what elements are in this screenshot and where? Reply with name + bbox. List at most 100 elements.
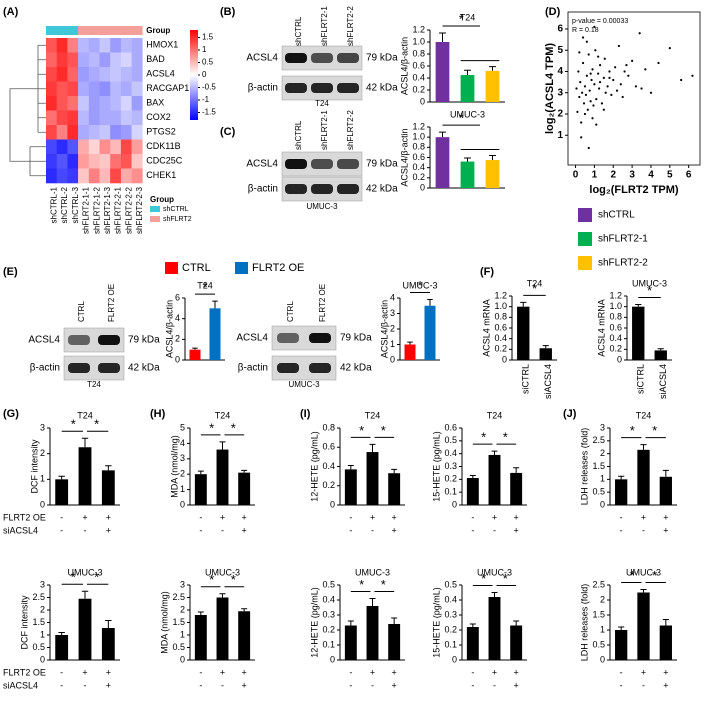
y-tick-label: 2.5 (592, 579, 605, 589)
panel-label: (G) (3, 408, 19, 420)
condition-sign: - (199, 667, 202, 677)
bar (404, 344, 416, 360)
y-tick-label: 0.2 (412, 84, 425, 94)
condition-sign: + (106, 680, 111, 690)
error-bar (640, 589, 647, 593)
point (576, 110, 579, 113)
heatmap-cell (56, 96, 68, 111)
row-label: BAX (146, 98, 164, 108)
panel-label: (J) (563, 408, 577, 420)
y-tick-label: 1.2 (412, 24, 425, 34)
significance-star: * (503, 430, 508, 445)
y-tick-label: 0.3 (444, 461, 457, 471)
y-tick-label: 0.5 (592, 487, 605, 497)
point (595, 123, 598, 126)
blot-band (285, 159, 307, 169)
blot-lane-label: shFLRT2-1 (320, 110, 329, 150)
chart-title: UMUC-3 (403, 280, 438, 290)
heatmap-cell (120, 67, 132, 82)
point (604, 91, 607, 94)
point (591, 68, 594, 71)
colorbar (190, 30, 198, 120)
condition-sign: + (82, 512, 87, 522)
y-tick-label: 2 (180, 469, 185, 479)
significance-star: * (71, 417, 76, 432)
y-tick-label: 0 (452, 654, 457, 664)
point (600, 102, 604, 105)
heatmap-cell (88, 67, 100, 82)
chart-title: UMUC-3 (477, 567, 512, 577)
error-bar (105, 620, 112, 628)
annotation: R = 0.18 (572, 27, 599, 34)
y-tick-label: 0.4 (412, 162, 425, 172)
significance-star: * (630, 568, 635, 583)
error-bar (662, 469, 669, 477)
heatmap-cell (78, 52, 90, 68)
blot-band (98, 335, 120, 345)
row-label: COX2 (146, 112, 171, 122)
y-tick-label: 0.8 (322, 422, 335, 432)
bar (659, 476, 672, 505)
error-bar (219, 593, 226, 598)
row-label: BAD (146, 54, 165, 64)
blot-lane-label: CTRL (286, 301, 295, 322)
chart-title: UMUC-3 (632, 278, 667, 288)
y-tick-label: 0.5 (172, 642, 185, 652)
bar (517, 306, 530, 360)
heatmap-cell (67, 110, 79, 126)
error-bar (491, 592, 498, 597)
y-axis-label: ACSL4/β-actin (399, 128, 409, 186)
panel-label: (D) (545, 6, 561, 18)
condition-sign: + (514, 667, 519, 677)
y-tick-label: 0.6 (412, 152, 425, 162)
point (587, 146, 590, 150)
bar (101, 470, 115, 505)
error-bar (427, 299, 433, 306)
significance-star: * (647, 283, 652, 298)
y-tick-label: 4 (557, 66, 563, 77)
y-tick-label: 0.6 (444, 422, 457, 432)
condition-sign: + (663, 680, 668, 690)
chart-title: T24 (77, 410, 93, 420)
heatmap-cell (120, 139, 132, 155)
condition-sign: - (349, 525, 352, 535)
heatmap-cell (99, 154, 111, 169)
point (581, 61, 585, 65)
x-tick-label: 3 (629, 170, 635, 181)
condition-sign: + (82, 667, 87, 677)
y-tick-label: 0.4 (412, 72, 425, 82)
legend-label: shCTRL (163, 206, 189, 213)
heatmap-cell (131, 81, 143, 97)
condition-sign: - (642, 525, 645, 535)
blot-size-label: 42 kDa (340, 363, 372, 374)
blot-row-label: ACSL4 (246, 53, 278, 64)
heatmap-cell (120, 154, 132, 169)
error-bar (197, 611, 204, 615)
point (582, 102, 586, 105)
point (608, 76, 611, 79)
bar (194, 615, 207, 660)
chart-title: UMUC-3 (205, 567, 240, 577)
y-tick-label: 0 (420, 182, 425, 192)
blot-band (337, 184, 359, 194)
condition-sign: + (370, 512, 375, 522)
chart-title: T24 (527, 278, 543, 288)
error-bar (469, 623, 476, 627)
y-tick-label: 1.2 (412, 121, 425, 131)
y-tick-label: 3 (600, 422, 605, 432)
y-axis-label: MDA (nmol/mg) (159, 591, 169, 654)
bar (344, 625, 357, 660)
annotation: p-value = 0.00033 (572, 18, 628, 25)
significance-star: * (417, 278, 422, 293)
heatmap-cell (99, 67, 111, 82)
significance-star: * (652, 423, 657, 438)
point (602, 108, 605, 111)
y-axis-label: MDA (nmol/mg) (169, 435, 179, 498)
point (589, 72, 592, 75)
error-bar (369, 443, 376, 453)
point (644, 68, 647, 71)
y-tick-label: 0 (502, 354, 507, 364)
y-tick-label: 0 (600, 499, 605, 509)
error-bar (81, 437, 89, 448)
